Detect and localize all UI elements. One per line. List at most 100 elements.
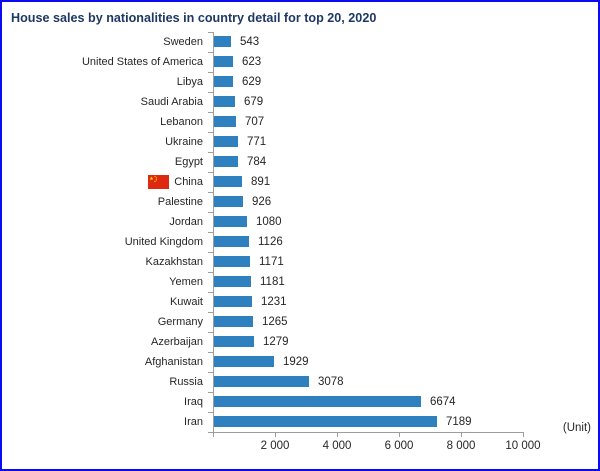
category-label: Iran [2, 412, 213, 432]
category-label: Yemen [2, 272, 213, 292]
x-axis-tick [461, 433, 462, 437]
category-label: Saudi Arabia [2, 92, 213, 112]
row-plot: 1080 [213, 212, 553, 232]
china-flag-icon [148, 175, 170, 189]
x-axis-tick-label: 4 000 [322, 440, 352, 452]
row-plot: 707 [213, 112, 553, 132]
value-label: 1181 [260, 276, 285, 288]
category-label-text: Saudi Arabia [140, 96, 203, 108]
bar [214, 136, 238, 147]
row-plot: 1929 [213, 352, 553, 372]
category-label-text: Libya [176, 76, 203, 88]
chart-row: Kuwait 1231 [2, 292, 598, 312]
row-plot: 926 [213, 192, 553, 212]
chart-row: Azerbaijan 1279 [2, 332, 598, 352]
bar [214, 396, 421, 407]
row-plot: 629 [213, 72, 553, 92]
category-label: Kuwait [2, 292, 213, 312]
row-plot: 679 [213, 92, 553, 112]
row-plot: 891 [213, 172, 553, 192]
category-label: Ukraine [2, 132, 213, 152]
category-label: United Kingdom [2, 232, 213, 252]
bar [214, 356, 274, 367]
bar [214, 316, 253, 327]
chart-row: Russia 3078 [2, 372, 598, 392]
bar [214, 376, 309, 387]
row-plot: 784 [213, 152, 553, 172]
category-label-text: Kuwait [169, 296, 203, 308]
category-label: Russia [2, 372, 213, 392]
bar [214, 256, 250, 267]
y-axis-line [213, 32, 214, 433]
chart-row: Egypt 784 [2, 152, 598, 172]
row-plot: 1231 [213, 292, 553, 312]
value-label: 3078 [318, 376, 344, 388]
row-plot: 623 [213, 52, 553, 72]
chart-row: United Kingdom 1126 [2, 232, 598, 252]
value-label: 707 [245, 116, 265, 128]
category-label-text: Russia [169, 376, 203, 388]
chart-row: Libya 629 [2, 72, 598, 92]
category-label: Afghanistan [2, 352, 213, 372]
bar [214, 196, 243, 207]
chart-row: Sweden 543 [2, 32, 598, 52]
category-label: United States of America [2, 52, 213, 72]
value-label: 784 [247, 156, 267, 168]
bar [214, 156, 238, 167]
x-axis-tick [213, 433, 214, 437]
category-label-text: Palestine [157, 196, 203, 208]
row-plot: 1181 [213, 272, 553, 292]
bar [214, 116, 236, 127]
chart-row: Saudi Arabia 679 [2, 92, 598, 112]
chart-row: Palestine 926 [2, 192, 598, 212]
category-label: Germany [2, 312, 213, 332]
category-label: Iraq [2, 392, 213, 412]
chart-row: Kazakhstan 1171 [2, 252, 598, 272]
chart-row: Jordan 1080 [2, 212, 598, 232]
bar [214, 276, 251, 287]
row-plot: 6674 [213, 392, 553, 412]
bar [214, 76, 233, 87]
bar [214, 416, 437, 427]
value-label: 543 [240, 36, 260, 48]
category-label-text: Iran [184, 416, 203, 428]
row-plot: 1279 [213, 332, 553, 352]
value-label: 1126 [258, 236, 283, 248]
x-axis-tick-label: 2 000 [260, 440, 290, 452]
bar [214, 176, 242, 187]
category-label: Sweden [2, 32, 213, 52]
category-label-text: Germany [157, 316, 203, 328]
x-axis-tick-label: 10 000 [505, 440, 541, 452]
bar [214, 336, 254, 347]
y-axis-ticks [208, 32, 213, 433]
row-plot: 3078 [213, 372, 553, 392]
category-label-text: Egypt [174, 156, 203, 168]
category-label-text: Yemen [169, 276, 203, 288]
value-label: 1080 [256, 216, 282, 228]
chart-rows: Sweden 543 United States [2, 32, 598, 433]
value-label: 926 [252, 196, 272, 208]
unit-label: (Unit) [562, 422, 591, 434]
category-label-text: Lebanon [160, 116, 203, 128]
bar [214, 236, 249, 247]
value-label: 1265 [262, 316, 288, 328]
category-label: Libya [2, 72, 213, 92]
x-axis-tick [337, 433, 338, 437]
category-label: Kazakhstan [2, 252, 213, 272]
category-label-text: United States of America [81, 56, 203, 68]
chart-row: Yemen 1181 [2, 272, 598, 292]
value-label: 7189 [446, 416, 472, 428]
category-label: Azerbaijan [2, 332, 213, 352]
bar [214, 296, 252, 307]
chart-row: Iraq 6674 [2, 392, 598, 412]
value-label: 771 [247, 136, 267, 148]
category-label-text: Ukraine [165, 136, 203, 148]
bar [214, 216, 247, 227]
value-label: 6674 [430, 396, 456, 408]
category-label-text: Jordan [169, 216, 203, 228]
row-plot: 1126 [213, 232, 553, 252]
bar [214, 96, 235, 107]
category-label-text: Iraq [184, 396, 203, 408]
x-axis-tick-label: 6 000 [384, 440, 414, 452]
